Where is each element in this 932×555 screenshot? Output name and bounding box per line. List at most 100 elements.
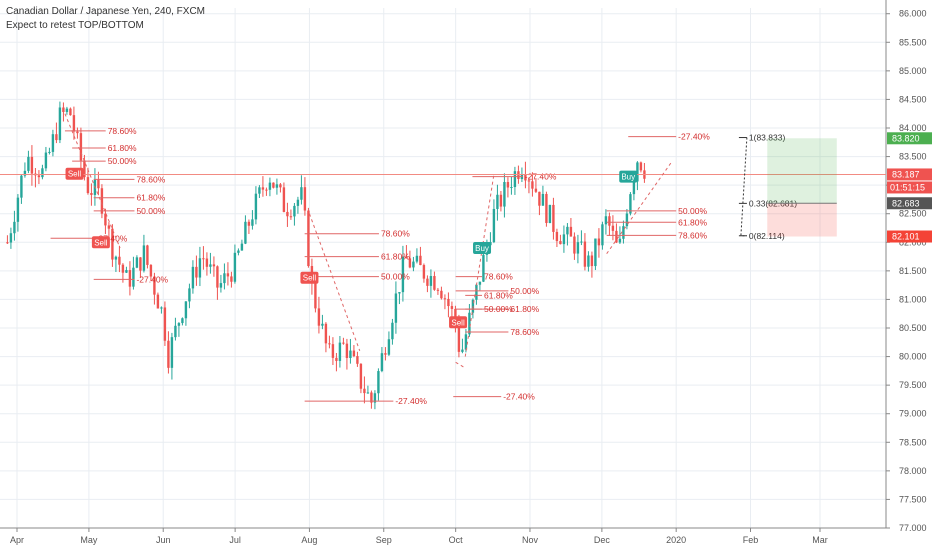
candle-body bbox=[41, 168, 44, 178]
candle-body bbox=[457, 322, 461, 352]
candle-body bbox=[335, 357, 338, 361]
candle-body bbox=[461, 349, 464, 352]
candle-body bbox=[345, 343, 349, 358]
candle-body bbox=[258, 187, 261, 194]
y-tick-label: 80.500 bbox=[899, 323, 927, 333]
candle-body bbox=[569, 226, 573, 237]
candle-body bbox=[156, 294, 160, 309]
fib-label: 61.80% bbox=[381, 252, 410, 262]
candle-body bbox=[482, 254, 485, 282]
candle-body bbox=[212, 264, 216, 267]
candle-body bbox=[370, 392, 373, 403]
fib-label: 50.00% bbox=[136, 206, 165, 216]
candle-body bbox=[230, 276, 233, 282]
target-price-label-bg bbox=[887, 132, 932, 145]
candle-body bbox=[639, 162, 643, 171]
candle-body bbox=[499, 194, 503, 207]
x-tick-label: Jul bbox=[229, 535, 241, 545]
current-price-label-bg bbox=[887, 168, 932, 181]
projection-bracket bbox=[740, 137, 748, 237]
candle-body bbox=[324, 323, 328, 344]
candle-body bbox=[146, 245, 149, 265]
candle-body bbox=[195, 266, 198, 278]
candle-body bbox=[268, 182, 272, 190]
candle-body bbox=[48, 151, 51, 153]
fib-label: 50.00% bbox=[108, 156, 137, 166]
candle-body bbox=[534, 188, 538, 192]
candle-body bbox=[366, 392, 370, 394]
candle-body bbox=[16, 197, 20, 222]
candle-body bbox=[55, 134, 58, 141]
candle-body bbox=[422, 265, 426, 279]
candle-body bbox=[611, 225, 615, 231]
candle-body bbox=[6, 242, 9, 244]
candle-body bbox=[233, 252, 237, 282]
candle-body bbox=[583, 241, 587, 267]
candle-body bbox=[37, 175, 41, 178]
x-tick-label: May bbox=[80, 535, 98, 545]
grid bbox=[0, 8, 886, 529]
x-tick-label: 2020 bbox=[666, 535, 686, 545]
candle-body bbox=[9, 233, 13, 243]
swing-dashed-line bbox=[308, 213, 361, 352]
candle-body bbox=[594, 238, 597, 267]
fib-label: 61.80% bbox=[510, 304, 539, 314]
candle-body bbox=[527, 180, 531, 182]
candle-body bbox=[604, 216, 608, 225]
candle-body bbox=[401, 256, 405, 293]
candle-body bbox=[405, 256, 408, 259]
x-tick-label: Apr bbox=[10, 535, 24, 545]
fib-label: 78.60% bbox=[108, 126, 137, 136]
candle-body bbox=[265, 189, 268, 191]
y-tick-label: 86.000 bbox=[899, 9, 927, 19]
candle-body bbox=[118, 256, 121, 265]
fib-label: 50.00% bbox=[484, 304, 513, 314]
candle-body bbox=[531, 181, 534, 189]
entry-price-label: 82.683 bbox=[892, 198, 920, 208]
sell-marker bbox=[449, 316, 468, 329]
candle-body bbox=[464, 334, 468, 350]
x-tick-label: Dec bbox=[594, 535, 611, 545]
candle-body bbox=[286, 211, 289, 217]
candle-body bbox=[566, 226, 569, 235]
candle-body bbox=[177, 323, 181, 326]
fib-label: -27.40% bbox=[678, 132, 710, 142]
candle-body bbox=[223, 273, 226, 284]
y-tick-label: 80.000 bbox=[899, 352, 927, 362]
candle-body bbox=[552, 204, 555, 232]
candle-body bbox=[23, 170, 27, 176]
countdown-bg bbox=[887, 181, 932, 194]
candle-body bbox=[132, 267, 135, 287]
candle-body bbox=[562, 234, 566, 245]
candle-body bbox=[394, 293, 398, 323]
candle-body bbox=[496, 194, 499, 209]
buy-marker bbox=[619, 170, 638, 183]
candle-body bbox=[349, 350, 352, 358]
sell-marker bbox=[300, 271, 319, 284]
fib-label: 61.80% bbox=[136, 193, 165, 203]
candle-body bbox=[153, 276, 156, 295]
price-labels: 83.820 83.187 01:51:15 82.683 82.101 bbox=[887, 132, 932, 243]
x-tick-label: Sep bbox=[376, 535, 392, 545]
candle-body bbox=[107, 225, 111, 229]
y-tick-label: 83.500 bbox=[899, 152, 927, 162]
projection-label: 0(82.114) bbox=[749, 231, 785, 241]
x-tick-label: Nov bbox=[522, 535, 539, 545]
candle-body bbox=[412, 261, 415, 268]
candle-body bbox=[184, 301, 188, 319]
candle-body bbox=[139, 257, 142, 271]
candle-body bbox=[272, 182, 275, 188]
candle-body bbox=[587, 255, 590, 267]
candle-body bbox=[415, 255, 419, 262]
y-tick-label: 84.000 bbox=[899, 123, 927, 133]
y-tick-label: 77.500 bbox=[899, 494, 927, 504]
fib-label: 61.80% bbox=[678, 217, 707, 227]
candle-body bbox=[135, 257, 139, 268]
buy-marker-label: Buy bbox=[475, 244, 489, 253]
candle-body bbox=[72, 115, 76, 132]
y-tick-label: 77.000 bbox=[899, 523, 927, 533]
candle-body bbox=[429, 276, 433, 286]
fib-label: 50.00% bbox=[381, 272, 410, 282]
candle-body bbox=[548, 204, 552, 223]
